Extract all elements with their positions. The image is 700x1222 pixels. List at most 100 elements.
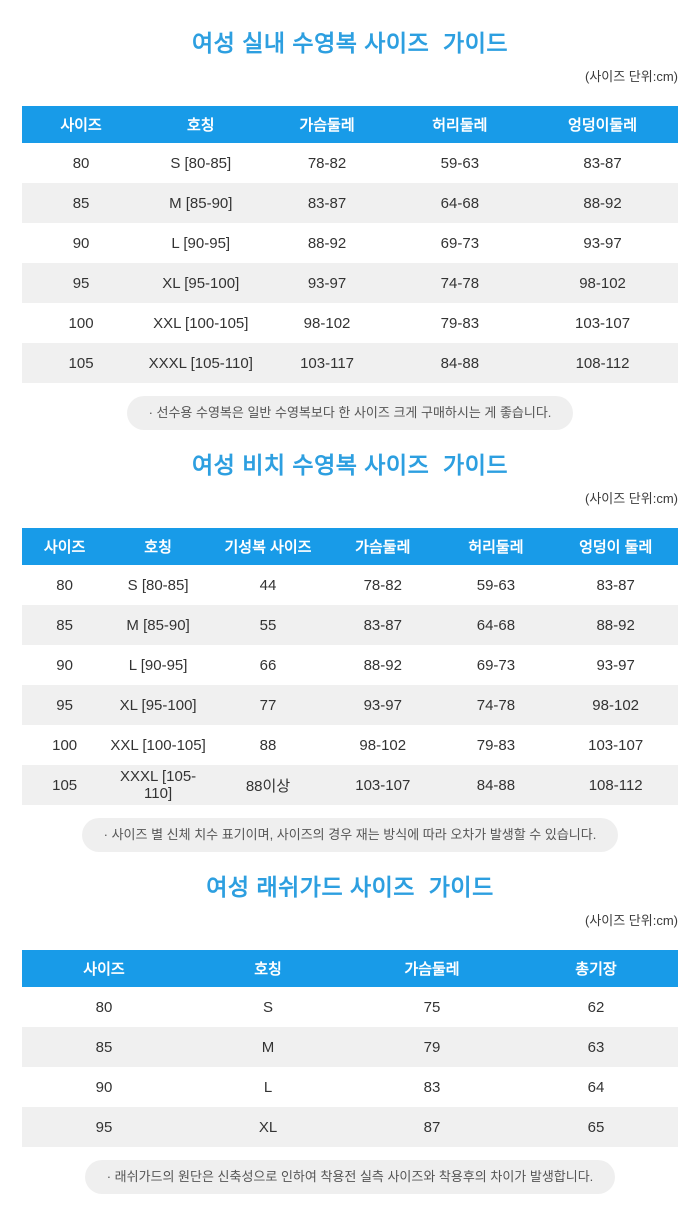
table-cell: 103-107 bbox=[575, 314, 631, 332]
table-cell: 90 bbox=[95, 1078, 113, 1096]
table-cell: S [80-85] bbox=[127, 576, 189, 594]
table-cell: 88-92 bbox=[363, 656, 402, 674]
table-cell: XXXL [105-110] bbox=[120, 768, 197, 802]
note-pill: · 래쉬가드의 원단은 신축성으로 인하여 착용전 실측 사이즈와 착용후의 차… bbox=[84, 1160, 616, 1194]
table-cell: 88-92 bbox=[307, 234, 347, 252]
unit-label: (사이즈 단위:cm) bbox=[584, 913, 678, 928]
table-row: 90 L 83 64 bbox=[22, 1067, 678, 1107]
table-row: 90 L [90-95] 88-92 69-73 93-97 bbox=[22, 223, 678, 263]
table-row: 85 M 79 63 bbox=[22, 1027, 678, 1067]
table-cell: M [85-90] bbox=[126, 616, 190, 634]
table-body: 80 S [80-85] 78-82 59-63 83-87 85 M [85-90] 83-… bbox=[22, 143, 678, 383]
table-cell: 83 bbox=[423, 1078, 441, 1096]
column-header: 엉덩이 둘레 bbox=[553, 528, 678, 565]
table-cell: 65 bbox=[587, 1118, 605, 1136]
table-cell: XXXL [105-110] bbox=[148, 354, 253, 372]
size-table-beach: 사이즈 호칭 기성복 사이즈 가슴둘레 허리둘레 엉덩이 둘레 80 S [80-85] 44… bbox=[22, 528, 678, 805]
column-header: 총기장 bbox=[514, 950, 678, 987]
column-header: 사이즈 bbox=[22, 106, 141, 143]
table-cell: 87 bbox=[423, 1118, 441, 1136]
column-header: 엉덩이둘레 bbox=[527, 106, 678, 143]
table-cell: 74-78 bbox=[476, 696, 516, 714]
table-cell: 93-97 bbox=[363, 696, 402, 714]
table-row: 80 S [80-85] 44 78-82 59-63 83-87 bbox=[22, 565, 678, 605]
table-cell: S bbox=[262, 998, 273, 1016]
table-cell: 74-78 bbox=[440, 274, 480, 292]
column-header: 기성복 사이즈 bbox=[208, 528, 328, 565]
note-container: · 래쉬가드의 원단은 신축성으로 인하여 착용전 실측 사이즈와 착용후의 차… bbox=[22, 1160, 678, 1194]
table-cell: 93-97 bbox=[583, 234, 622, 252]
unit-label: (사이즈 단위:cm) bbox=[584, 69, 678, 84]
table-cell: L [90-95] bbox=[128, 656, 188, 674]
table-cell: 103-107 bbox=[588, 736, 644, 754]
table-cell: 88-92 bbox=[583, 194, 622, 212]
table-cell: 98-102 bbox=[579, 274, 626, 292]
size-table-indoor: 사이즈 호칭 가슴둘레 허리둘레 엉덩이둘레 80 S [80-85] 78-82 59-63… bbox=[22, 106, 678, 383]
table-cell: M [85-90] bbox=[169, 194, 233, 212]
column-header: 사이즈 bbox=[22, 528, 108, 565]
table-cell: 63 bbox=[587, 1038, 605, 1056]
table-cell: 105 bbox=[68, 354, 94, 372]
table-cell: 103-117 bbox=[300, 354, 354, 372]
table-row: 95 XL 87 65 bbox=[22, 1107, 678, 1147]
column-header: 허리둘레 bbox=[438, 528, 554, 565]
table-header-row: 사이즈 호칭 가슴둘레 총기장 bbox=[22, 950, 678, 987]
column-header: 가슴둘레 bbox=[350, 950, 514, 987]
table-cell: 64-68 bbox=[440, 194, 480, 212]
table-cell: 95 bbox=[95, 1118, 113, 1136]
table-cell: 83-87 bbox=[596, 576, 635, 594]
table-cell: 80 bbox=[95, 998, 113, 1016]
table-cell: 69-73 bbox=[476, 656, 516, 674]
note-container: · 선수용 수영복은 일반 수영복보다 한 사이즈 크게 구매하시는 게 좋습니… bbox=[22, 396, 678, 430]
table-row: 85 M [85-90] 55 83-87 64-68 88-92 bbox=[22, 605, 678, 645]
table-cell: 88이상 bbox=[245, 777, 291, 795]
table-cell: 78-82 bbox=[363, 576, 402, 594]
table-cell: 98-102 bbox=[359, 736, 407, 754]
table-cell: 77 bbox=[259, 696, 277, 714]
table-cell: XXL [100-105] bbox=[110, 736, 206, 754]
table-cell: 78-82 bbox=[307, 154, 347, 172]
table-cell: 98-102 bbox=[303, 314, 351, 332]
table-cell: 59-63 bbox=[440, 154, 480, 172]
size-table-rashguard: 사이즈 호칭 가슴둘레 총기장 80 S 75 62 85 M 79 63 90 L 83 64 95 XL 87… bbox=[22, 950, 678, 1147]
table-cell: 62 bbox=[587, 998, 605, 1016]
table-cell: 69-73 bbox=[440, 234, 480, 252]
table-row: 85 M [85-90] 83-87 64-68 88-92 bbox=[22, 183, 678, 223]
table-cell: 83-87 bbox=[307, 194, 347, 212]
table-cell: 79 bbox=[423, 1038, 441, 1056]
table-cell: XL bbox=[258, 1118, 278, 1136]
table-row: 80 S 75 62 bbox=[22, 987, 678, 1027]
table-header-row: 사이즈 호칭 가슴둘레 허리둘레 엉덩이둘레 bbox=[22, 106, 678, 143]
table-cell: 80 bbox=[72, 154, 90, 172]
table-row: 105 XXXL [105-110] 103-117 84-88 108-112 bbox=[22, 343, 678, 383]
note-container: · 사이즈 별 신체 치수 표기이며, 사이즈의 경우 재는 방식에 따라 오차… bbox=[22, 818, 678, 852]
table-cell: 100 bbox=[52, 736, 78, 754]
section-title: 여성 실내 수영복 사이즈 가이드 bbox=[191, 30, 509, 56]
table-row: 100 XXL [100-105] 98-102 79-83 103-107 bbox=[22, 303, 678, 343]
table-cell: 90 bbox=[72, 234, 90, 252]
table-cell: XXL [100-105] bbox=[153, 314, 249, 332]
table-cell: 79-83 bbox=[476, 736, 516, 754]
table-cell: 64 bbox=[587, 1078, 605, 1096]
table-header: 사이즈 호칭 기성복 사이즈 가슴둘레 허리둘레 엉덩이 둘레 bbox=[22, 528, 678, 565]
table-cell: 64-68 bbox=[476, 616, 516, 634]
table-cell: 90 bbox=[56, 656, 73, 674]
table-cell: 93-97 bbox=[307, 274, 347, 292]
table-row: 100 XXL [100-105] 88 98-102 79-83 103-107 bbox=[22, 725, 678, 765]
table-cell: 55 bbox=[259, 616, 277, 634]
section-title: 여성 비치 수영복 사이즈 가이드 bbox=[191, 452, 509, 478]
table-cell: 66 bbox=[259, 656, 277, 674]
column-header: 허리둘레 bbox=[392, 106, 528, 143]
table-cell: 108-112 bbox=[575, 354, 630, 372]
table-row: 105 XXXL [105-110] 88이상 103-107 84-88 108-112 bbox=[22, 765, 678, 805]
table-cell: 85 bbox=[95, 1038, 113, 1056]
table-cell: 88-92 bbox=[596, 616, 635, 634]
table-cell: 95 bbox=[72, 274, 90, 292]
table-cell: 84-88 bbox=[476, 776, 516, 794]
column-header: 호칭 bbox=[186, 950, 350, 987]
table-cell: 83-87 bbox=[363, 616, 402, 634]
table-cell: XL [95-100] bbox=[119, 696, 197, 714]
table-cell: 108-112 bbox=[588, 776, 643, 794]
table-row: 80 S [80-85] 78-82 59-63 83-87 bbox=[22, 143, 678, 183]
table-header: 사이즈 호칭 가슴둘레 허리둘레 엉덩이둘레 bbox=[22, 106, 678, 143]
